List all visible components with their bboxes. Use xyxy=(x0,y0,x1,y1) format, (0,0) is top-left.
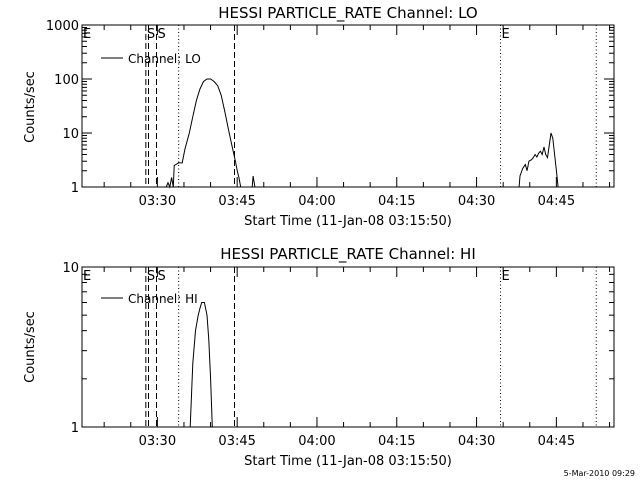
y-tick-label: 10 xyxy=(62,127,79,142)
x-tick-label: 04:15 xyxy=(378,194,415,209)
marker-label: E xyxy=(502,269,510,284)
marker-label: S xyxy=(157,27,165,42)
x-tick-label: 04:30 xyxy=(458,434,495,449)
x-tick-label: 04:30 xyxy=(458,194,495,209)
x-tick-label: 03:30 xyxy=(139,434,176,449)
chart-title: HESSI PARTICLE_RATE Channel: LO xyxy=(218,4,477,23)
y-axis-label: Counts/sec xyxy=(23,71,38,143)
series-line xyxy=(251,175,256,188)
marker-label: S xyxy=(147,27,155,42)
marker-label: S xyxy=(157,269,165,284)
y-tick-label: 100 xyxy=(54,73,79,88)
x-axis-label: Start Time (11-Jan-08 03:15:50) xyxy=(244,214,452,229)
marker-label: E xyxy=(83,269,91,284)
x-tick-label: 04:00 xyxy=(298,194,335,209)
y-tick-label: 1 xyxy=(71,181,79,196)
y-tick-label: 10 xyxy=(62,261,79,276)
x-tick-label: 04:45 xyxy=(538,434,575,449)
x-tick-label: 04:45 xyxy=(538,194,575,209)
marker-label: S xyxy=(147,269,155,284)
y-axis-label: Counts/sec xyxy=(23,311,38,383)
plot-frame-lo xyxy=(81,24,615,188)
series-line xyxy=(165,78,242,189)
x-tick-label: 03:45 xyxy=(218,434,255,449)
series-line xyxy=(189,302,213,428)
y-tick-label: 1 xyxy=(71,421,79,436)
footer-timestamp: 5-Mar-2010 09:29 xyxy=(564,469,635,478)
legend-label: Channel: LO xyxy=(128,52,201,66)
x-axis-label: Start Time (11-Jan-08 03:15:50) xyxy=(244,454,452,469)
x-tick-label: 04:15 xyxy=(378,434,415,449)
x-tick-label: 03:30 xyxy=(139,194,176,209)
marker-label: E xyxy=(502,27,510,42)
marker-label: E xyxy=(83,27,91,42)
plot-frame-hi xyxy=(81,266,615,428)
legend-label: Channel: HI xyxy=(128,292,198,306)
x-tick-label: 04:00 xyxy=(298,434,335,449)
series-line xyxy=(518,132,559,188)
chart-title: HESSI PARTICLE_RATE Channel: HI xyxy=(220,245,476,264)
y-tick-label: 1000 xyxy=(46,19,79,34)
x-tick-label: 03:45 xyxy=(218,194,255,209)
